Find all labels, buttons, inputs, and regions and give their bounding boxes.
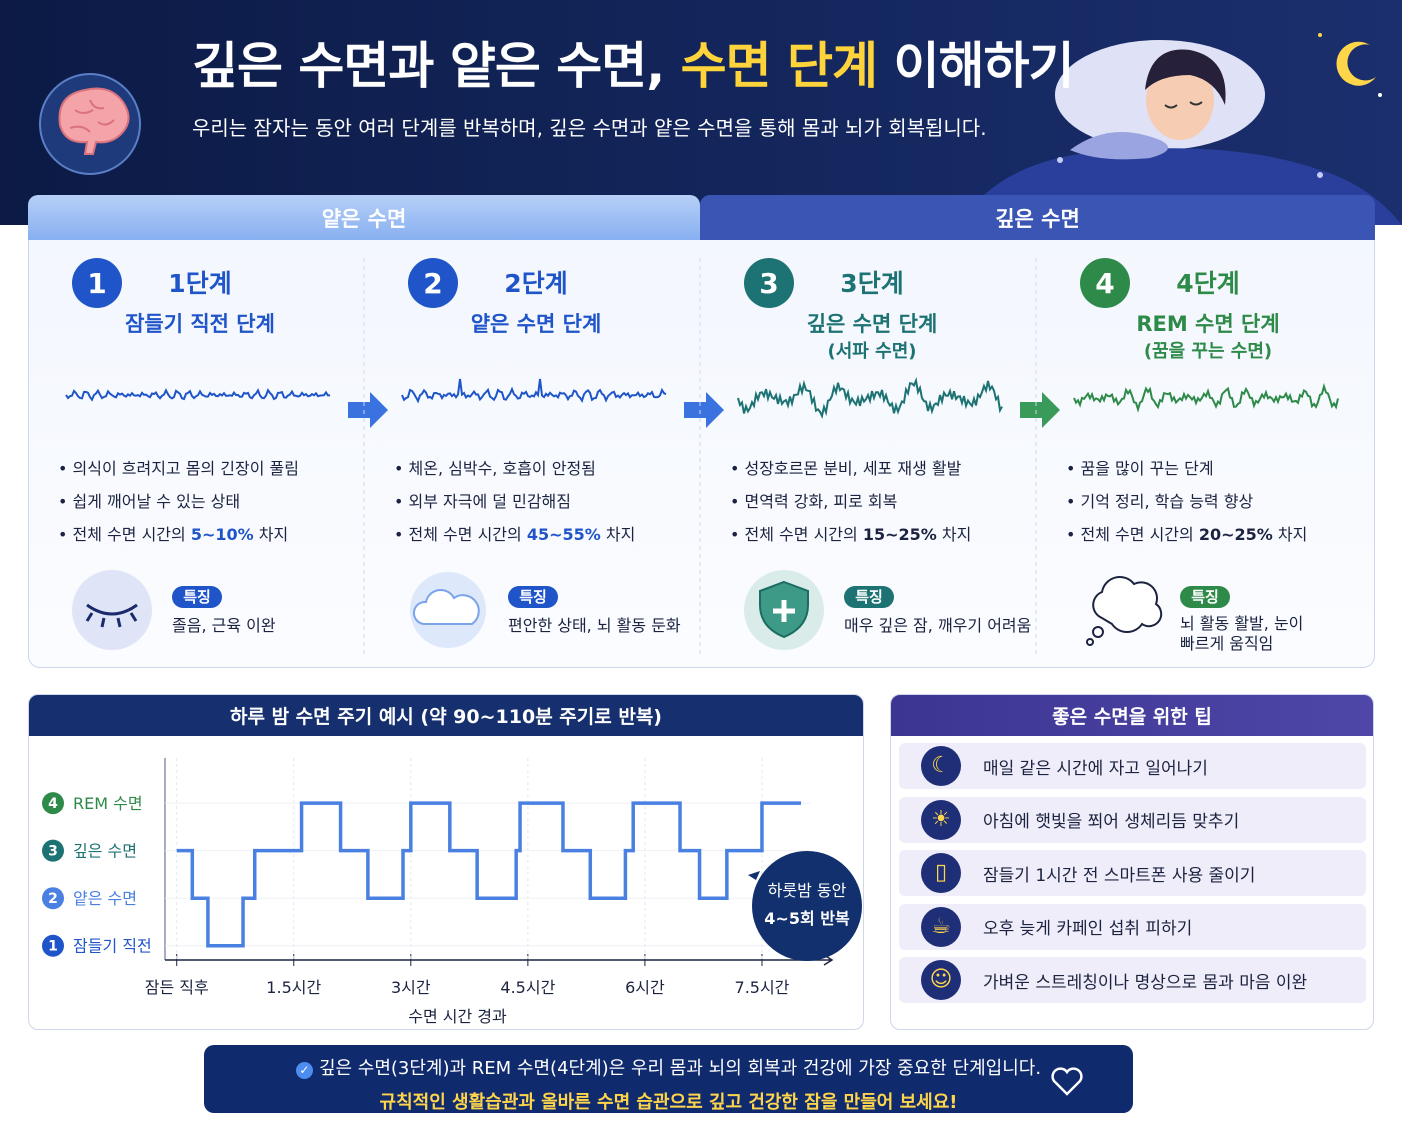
share-suffix: 차지: [936, 525, 972, 544]
bullet-dot: •: [730, 459, 745, 478]
title: 깊은 수면과 얕은 수면, 수면 단계 이해하기: [192, 26, 1074, 98]
tip-icon: ▯: [921, 853, 961, 893]
footer-text: 깊은 수면(3단계)과 REM 수면(4단계)은 우리 몸과 뇌의 회복과 건강…: [318, 1058, 1042, 1079]
share-prefix: 전체 수면 시간의: [408, 525, 527, 544]
share-value: 15~25%: [862, 525, 937, 544]
feature: 편안한 상태, 뇌 활동 둔화: [508, 616, 681, 635]
share-prefix: 전체 수면 시간의: [744, 525, 863, 544]
tip-icon: ☕: [921, 906, 961, 947]
share-value: 45~55%: [526, 525, 601, 544]
bullet-dot: •: [1066, 459, 1081, 478]
share-suffix: 차지: [600, 525, 636, 544]
share-prefix: 전체 수면 시간의: [72, 525, 191, 544]
tip: ☀ 아침에 햇빛을 쬐어 생체리듬 맞추기: [899, 796, 1366, 843]
tip: ☺ 가벼운 스트레칭이나 명상으로 몸과 마음 이완: [899, 957, 1366, 1003]
title-part: 이해하기: [877, 37, 1074, 95]
bullet-dot: •: [730, 525, 745, 544]
tip: ☕ 오후 늦게 카페인 섭취 피하기: [899, 903, 1366, 950]
title-part: 깊은 수면과 얕은 수면,: [192, 37, 681, 95]
title-highlight: 수면 단계: [680, 37, 878, 95]
tip-text: 매일 같은 시간에 자고 일어나기: [983, 758, 1208, 779]
bullet-dot: •: [1066, 492, 1081, 511]
share-value: 20~25%: [1198, 525, 1273, 544]
feature: 매우 깊은 잠, 깨우기 어려움: [844, 616, 1032, 635]
bullet-dot: •: [730, 492, 745, 511]
heart-icon: [1051, 1067, 1083, 1096]
bullet-dot: •: [58, 459, 73, 478]
bullet-text: 체온, 심박수, 호흡이 안정됨: [408, 459, 596, 478]
share-value: 5~10%: [190, 525, 254, 544]
cycle-panel: 하루 밤 수면 주기 예시 (약 90~110분 주기로 반복): [28, 694, 864, 1030]
tip-icon: ☺: [921, 960, 961, 1000]
tip: ▯ 잠들기 1시간 전 스마트폰 사용 줄이기: [899, 850, 1366, 896]
footer-line: ✓ 깊은 수면(3단계)과 REM 수면(4단계)은 우리 몸과 뇌의 회복과 건…: [204, 1054, 1133, 1080]
footer-line: 규칙적인 생활습관과 올바른 수면 습관으로 깊고 건강한 잠을 만들어 보세요…: [379, 1092, 958, 1113]
tip: ☾ 매일 같은 시간에 자고 일어나기: [899, 743, 1366, 789]
cycle-title: 하루 밤 수면 주기 예시 (약 90~110분 주기로 반복): [29, 695, 863, 736]
bullet: • 전체 수면 시간의 20~25% 차지: [1066, 521, 1307, 545]
bullet: • 쉽게 깨어날 수 있는 상태: [58, 488, 240, 512]
bullet-text: 의식이 흐려지고 몸의 긴장이 풀림: [72, 459, 299, 478]
footer: ✓ 깊은 수면(3단계)과 REM 수면(4단계)은 우리 몸과 뇌의 회복과 건…: [204, 1045, 1133, 1113]
bullet: • 기억 정리, 학습 능력 향상: [1066, 488, 1253, 512]
share-prefix: 전체 수면 시간의: [1080, 525, 1199, 544]
bullet-text: 꿈을 많이 꾸는 단계: [1080, 459, 1214, 478]
tip-text: 잠들기 1시간 전 스마트폰 사용 줄이기: [983, 865, 1256, 886]
tips-title: 좋은 수면을 위한 팁: [891, 695, 1373, 736]
bullet-dot: •: [394, 492, 409, 511]
tip-icon: ☾: [921, 746, 961, 786]
bullet: • 면역력 강화, 피로 회복: [730, 488, 897, 512]
tip-icon: ☀: [921, 799, 961, 840]
tip-text: 가벼운 스트레칭이나 명상으로 몸과 마음 이완: [983, 972, 1308, 993]
bullet: • 외부 자극에 덜 민감해짐: [394, 488, 571, 512]
tips-panel: 좋은 수면을 위한 팁 ☾ 매일 같은 시간에 자고 일어나기 ☀ 아침에 햇빛을 쬐…: [890, 694, 1374, 1030]
bullet-dot: •: [58, 525, 73, 544]
tab: 얕은 수면: [28, 195, 700, 241]
feature: 뇌 활동 활발, 눈이 빠르게 움직임: [1180, 614, 1304, 653]
check-icon: ✓: [295, 1062, 313, 1079]
bullet-text: 쉽게 깨어날 수 있는 상태: [72, 492, 241, 511]
bullet: • 성장호르몬 분비, 세포 재생 활발: [730, 455, 961, 479]
bullet: • 전체 수면 시간의 5~10% 차지: [58, 521, 288, 545]
bullet-dot: •: [1066, 525, 1081, 544]
bullet-text: 기억 정리, 학습 능력 향상: [1080, 492, 1254, 511]
bullet-dot: •: [394, 459, 409, 478]
bullet-dot: •: [394, 525, 409, 544]
tip-text: 오후 늦게 카페인 섭취 피하기: [983, 919, 1193, 939]
bullet-text: 면역력 강화, 피로 회복: [744, 492, 898, 511]
share-suffix: 차지: [253, 525, 289, 544]
bullet-text: 성장호르몬 분비, 세포 재생 활발: [744, 459, 962, 478]
bullet-text: 외부 자극에 덜 민감해짐: [408, 492, 571, 511]
tab: 깊은 수면: [700, 195, 1375, 241]
stage-panel: [28, 240, 1375, 668]
bullet-dot: •: [58, 492, 73, 511]
bullet: • 꿈을 많이 꾸는 단계: [1066, 455, 1214, 479]
bullet: • 전체 수면 시간의 15~25% 차지: [730, 521, 971, 545]
bullet: • 체온, 심박수, 호흡이 안정됨: [394, 455, 596, 479]
share-suffix: 차지: [1272, 525, 1308, 544]
subtitle: 우리는 잠자는 동안 여러 단계를 반복하며, 깊은 수면과 얕은 수면을 통해…: [192, 116, 987, 140]
bullet: • 전체 수면 시간의 45~55% 차지: [394, 521, 635, 545]
bullet: • 의식이 흐려지고 몸의 긴장이 풀림: [58, 455, 299, 479]
tip-text: 아침에 햇빛을 쬐어 생체리듬 맞추기: [983, 812, 1240, 832]
feature: 졸음, 근육 이완: [172, 616, 276, 635]
